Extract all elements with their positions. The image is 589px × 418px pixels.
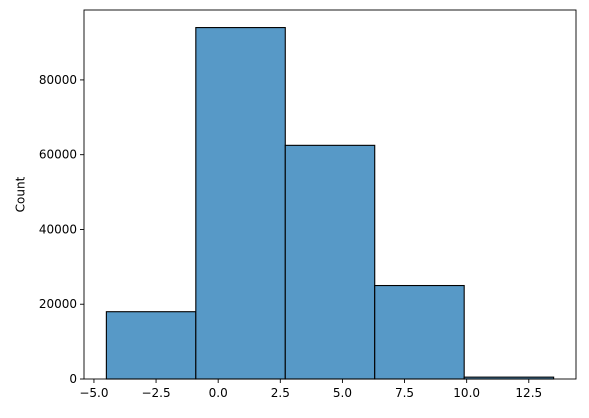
histogram-bar-1: [105, 311, 197, 380]
bars-group: [105, 27, 555, 380]
x-axis: −5.0 −2.5 0.0 2.5 5.0 7.5 10.0 12.5: [79, 379, 542, 400]
y-axis-label: Count: [14, 176, 28, 212]
x-tick-label: 2.5: [271, 386, 290, 400]
histogram-bar-2: [195, 27, 286, 380]
x-tick-label: −2.5: [141, 386, 170, 400]
y-tick-label: 80000: [39, 73, 77, 87]
x-tick-label: 5.0: [333, 386, 352, 400]
plot-frame: [83, 9, 577, 380]
x-tick-label: −5.0: [79, 386, 108, 400]
x-tick-label: 0.0: [209, 386, 228, 400]
x-tick-label: 7.5: [395, 386, 414, 400]
x-tick-label: 10.0: [453, 386, 480, 400]
y-tick-label: 20000: [39, 297, 77, 311]
y-tick-label: 40000: [39, 222, 77, 236]
y-tick-label: 0: [69, 372, 77, 386]
x-tick-label: 12.5: [515, 386, 542, 400]
histogram-bar-4: [374, 284, 465, 380]
histogram-bar-3: [284, 144, 376, 380]
y-axis: 0 20000 40000 60000 80000: [39, 73, 84, 386]
y-tick-label: 60000: [39, 148, 77, 162]
